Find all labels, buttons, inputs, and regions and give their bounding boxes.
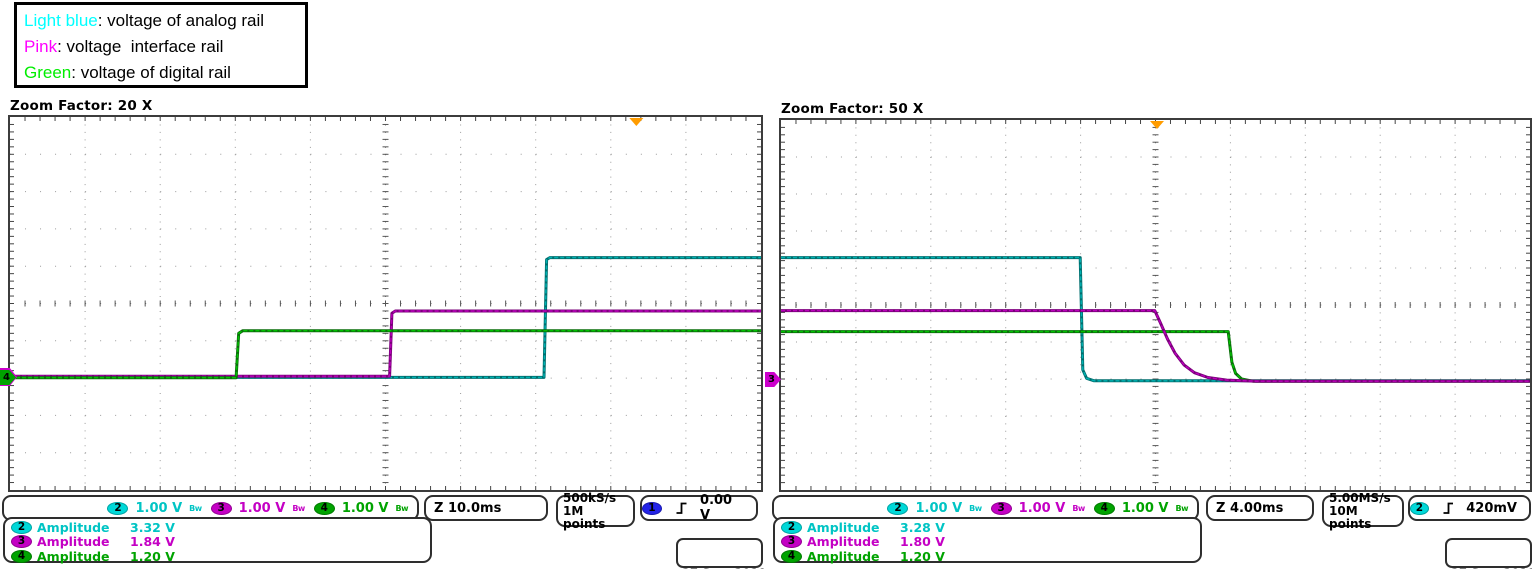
trigger-source-badge[interactable]: 1 (642, 501, 662, 515)
channel-3-badge: 3 (781, 535, 802, 549)
channel-4-badge[interactable]: 4 (313, 501, 335, 515)
date-text: 27 Sep 2019 (682, 567, 766, 569)
measurement-label: Amplitude (37, 519, 110, 535)
channel-4-setting[interactable]: 4 1.00 V Bw (1093, 500, 1189, 516)
measurement-label: Amplitude (807, 534, 880, 550)
measurement-row: 3 Amplitude 1.84 V (11, 534, 424, 550)
channel-4-marker-left[interactable]: 4 (0, 370, 16, 385)
channel-4-setting[interactable]: 4 1.00 V Bw (313, 500, 409, 516)
channel-3-marker-right[interactable]: 3 (765, 372, 781, 387)
datetime-box-left: 27 Sep 2019 00:43:24 (676, 538, 766, 569)
measurement-value: 1.20 V (130, 548, 175, 564)
channel-3-badge: 3 (11, 535, 32, 549)
measurement-row: 3 Amplitude 1.80 V (781, 534, 1194, 550)
measurement-row: 2 Amplitude 3.28 V (781, 520, 1194, 535)
measurement-value: 3.32 V (130, 519, 175, 535)
legend-desc-interface: : voltage interface rail (57, 37, 224, 56)
channel-2-scale: 1.00 V (915, 500, 963, 516)
date-text: 27 Sep 2019 (1451, 567, 1532, 569)
acquisition-box-left[interactable]: 500kS/s 1M points (556, 490, 635, 530)
measurement-label: Amplitude (807, 519, 880, 535)
rising-edge-icon (676, 502, 687, 514)
channel-4-badge: 4 (11, 549, 32, 563)
trigger-box-left[interactable]: 1 0.00 V (640, 493, 758, 523)
channel-2-badge: 2 (781, 520, 802, 534)
waveform-display-left (10, 117, 761, 490)
timebase-box-left[interactable]: Z 10.0ms (424, 495, 548, 521)
measurement-row: 4 Amplitude 1.20 V (11, 549, 424, 564)
channel-4-badge[interactable]: 4 (1093, 501, 1115, 515)
measurement-label: Amplitude (37, 534, 110, 550)
channel-3-scale: 1.00 V (1018, 500, 1066, 516)
bandwidth-limit-icon: Bw (969, 503, 982, 513)
sample-rate: 500kS/s (563, 490, 617, 505)
measurement-row: 2 Amplitude 3.32 V (11, 520, 424, 535)
measurement-value: 1.80 V (900, 534, 945, 550)
timebase-value: Z 4.00ms (1216, 500, 1284, 516)
zoom-factor-label-left: Zoom Factor: 20 X (10, 98, 153, 114)
measurement-label: Amplitude (37, 548, 110, 564)
bandwidth-limit-icon: Bw (1175, 503, 1189, 513)
acquisition-box-right[interactable]: 5.00MS/s 10M points (1322, 490, 1404, 530)
legend-row-interface: Pink: voltage interface rail (24, 34, 298, 60)
channel-2-badge[interactable]: 2 (887, 501, 909, 515)
legend-row-digital: Green: voltage of digital rail (24, 60, 298, 86)
waveform-display-right (781, 120, 1530, 490)
channel-3-badge[interactable]: 3 (210, 501, 232, 515)
trigger-box-right[interactable]: 2 420mV (1408, 495, 1531, 521)
measurement-box-right: 2 Amplitude 3.28 V 3 Amplitude 1.80 V 4 … (773, 517, 1202, 564)
measurement-label: Amplitude (807, 548, 880, 564)
channel-2-badge[interactable]: 2 (107, 501, 129, 515)
measurement-box-left: 2 Amplitude 3.32 V 3 Amplitude 1.84 V 4 … (3, 517, 432, 564)
bandwidth-limit-icon: Bw (189, 503, 202, 513)
datetime-box-right: 27 Sep 2019 00:31:13 (1445, 538, 1532, 569)
rising-edge-icon (1443, 502, 1454, 514)
bandwidth-limit-icon: Bw (292, 503, 305, 513)
legend-desc-analog: : voltage of analog rail (97, 11, 265, 30)
bandwidth-limit-icon: Bw (395, 503, 409, 513)
record-length: 1M points (563, 503, 606, 531)
channel-4-scale: 1.00 V (341, 500, 389, 516)
graticule-right (779, 118, 1532, 492)
channel-2-setting[interactable]: 2 1.00 V Bw (107, 500, 202, 516)
record-length: 10M points (1329, 503, 1372, 531)
trigger-level: 0.00 V (700, 493, 733, 523)
measurement-value: 1.84 V (130, 534, 175, 550)
legend-box: Light blue: voltage of analog rail Pink:… (14, 2, 308, 88)
graticule-left (8, 115, 763, 492)
legend-row-analog: Light blue: voltage of analog rail (24, 8, 298, 34)
channel-4-badge: 4 (781, 549, 802, 563)
channel-settings-bar-right[interactable]: 2 1.00 V Bw 3 1.00 V Bw 4 1.00 V Bw (772, 495, 1199, 521)
legend-desc-digital: : voltage of digital rail (71, 63, 231, 82)
channel-3-badge[interactable]: 3 (990, 501, 1012, 515)
channel-2-setting[interactable]: 2 1.00 V Bw (887, 500, 982, 516)
legend-term-pink: Pink (24, 37, 58, 56)
channel-3-setting[interactable]: 3 1.00 V Bw (990, 500, 1085, 516)
bandwidth-limit-icon: Bw (1072, 503, 1085, 513)
legend-term-lightblue: Light blue (24, 11, 98, 30)
legend-term-green: Green (24, 63, 72, 82)
zoom-factor-label-right: Zoom Factor: 50 X (781, 101, 924, 117)
channel-2-badge: 2 (11, 520, 32, 534)
measurement-row: 4 Amplitude 1.20 V (781, 549, 1194, 564)
channel-4-scale: 1.00 V (1121, 500, 1169, 516)
timebase-value: Z 10.0ms (434, 500, 502, 516)
trigger-source-badge[interactable]: 2 (1410, 501, 1429, 515)
sample-rate: 5.00MS/s (1329, 490, 1391, 505)
measurement-value: 1.20 V (900, 548, 945, 564)
trigger-level: 420mV (1466, 500, 1517, 516)
measurement-value: 3.28 V (900, 519, 945, 535)
timebase-box-right[interactable]: Z 4.00ms (1206, 495, 1314, 521)
channel-2-scale: 1.00 V (135, 500, 183, 516)
channel-3-scale: 1.00 V (238, 500, 286, 516)
channel-3-setting[interactable]: 3 1.00 V Bw (210, 500, 305, 516)
